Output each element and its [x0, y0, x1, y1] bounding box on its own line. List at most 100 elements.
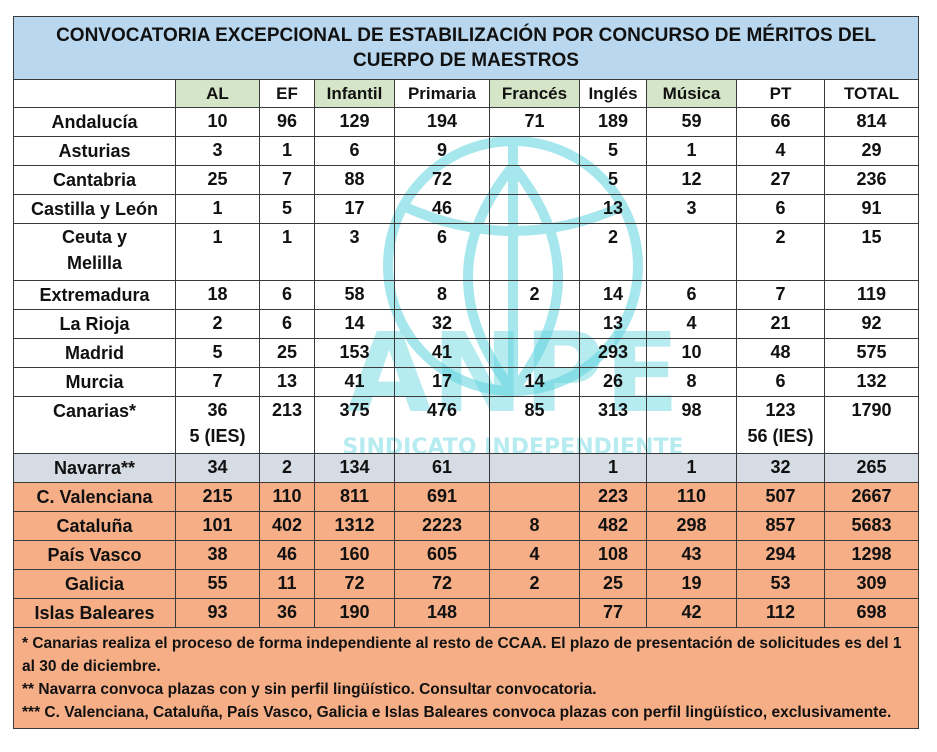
value-text: 3: [212, 140, 223, 160]
value-text: 160: [339, 544, 370, 564]
value-text: 19: [681, 573, 702, 593]
value-cell-francés: [489, 482, 580, 512]
table-row: Murcia 7 13 41 17 14 26 8 6 132: [13, 367, 920, 397]
value-text: 5683: [851, 515, 892, 535]
value-text: 13: [602, 198, 624, 218]
value-text: 5: [607, 140, 618, 160]
region-cell: Murcia: [13, 367, 176, 397]
value-text: 101: [202, 515, 233, 535]
table-row: Galicia 55 11 72 72 2 25 19 53 309: [13, 569, 920, 599]
value-cell-primaria: 17: [394, 367, 490, 397]
value-text: 575: [856, 342, 887, 362]
value-cell-total: 236: [823, 165, 920, 195]
value-cell-francés: [489, 453, 580, 483]
value-cell-ef: 25: [259, 338, 315, 368]
value-text: 14: [524, 371, 545, 391]
value-cell-al: 101: [175, 511, 260, 541]
value-text: 110: [272, 486, 302, 506]
value-cell-primaria: 9: [394, 136, 490, 166]
value-text: 11: [277, 573, 297, 593]
region-cell: Ceuta y Melilla: [13, 223, 176, 281]
value-text: 8: [436, 284, 447, 304]
value-text: 1: [281, 227, 292, 247]
value-cell-inglés: 26: [579, 367, 647, 397]
table-row: Islas Baleares 93 36 190 148 77 42 112 698: [13, 598, 920, 628]
value-cell-al: 7: [175, 367, 260, 397]
value-text: 293: [597, 342, 629, 362]
footnotes: * Canarias realiza el proceso de forma i…: [12, 627, 920, 729]
footnote-2: ** Navarra convoca plazas con y sin perf…: [22, 681, 597, 698]
value-text: 1: [686, 457, 697, 477]
header-infantil: Infantil: [314, 79, 395, 108]
value-text: 32: [431, 313, 453, 333]
value-text: 55: [207, 573, 228, 593]
value-cell-primaria: 72: [394, 165, 490, 195]
value-cell-inglés: 1: [579, 453, 647, 483]
value-text: 9: [436, 140, 447, 160]
value-text: 507: [765, 486, 796, 506]
value-cell-música: 43: [646, 540, 737, 570]
value-cell-inglés: 13: [579, 309, 647, 339]
value-cell-pt: 7: [736, 280, 825, 310]
value-cell-ef: 6: [259, 309, 315, 339]
value-cell-francés: 71: [489, 107, 580, 137]
value-text: 14: [344, 313, 365, 333]
value-text: 41: [431, 342, 453, 362]
value-cell-infantil: 14: [314, 309, 395, 339]
value-text: 93: [207, 602, 228, 622]
value-cell-pt: 507: [736, 482, 825, 512]
value-cell-inglés: 293: [579, 338, 647, 368]
value-cell-primaria: 2223: [394, 511, 490, 541]
value-text: 294: [765, 544, 796, 564]
region-cell: Extremadura: [13, 280, 176, 310]
value-cell-francés: [489, 338, 580, 368]
value-cell-al: 1: [175, 223, 260, 281]
value-cell-pt: 21: [736, 309, 825, 339]
ies-extra-text: 56 (IES): [747, 426, 814, 446]
value-cell-música: 1: [646, 453, 737, 483]
value-text: 476: [426, 400, 458, 420]
value-cell-pt: 66: [736, 107, 825, 137]
value-text: 61: [431, 457, 453, 477]
value-cell-infantil: 129: [314, 107, 395, 137]
value-cell-primaria: 41: [394, 338, 490, 368]
value-cell-francés: [489, 309, 580, 339]
value-text: 17: [431, 371, 453, 391]
value-cell-inglés: 5: [579, 136, 647, 166]
value-text: 29: [861, 140, 882, 160]
value-cell-infantil: 160: [314, 540, 395, 570]
value-text: 92: [861, 313, 882, 333]
value-cell-total: 91: [823, 194, 920, 224]
region-cell: La Rioja: [13, 309, 176, 339]
region-cell: Castilla y León: [13, 194, 176, 224]
value-text: 134: [339, 457, 370, 477]
value-text: 1: [607, 457, 618, 477]
region-cell: Islas Baleares: [13, 598, 176, 628]
value-cell-ef: 6: [259, 280, 315, 310]
table-row: Andalucía 10 96 129 194 71 189 59 66 814: [13, 107, 920, 137]
value-text: 698: [856, 602, 887, 622]
value-cell-francés: 14: [489, 367, 580, 397]
header-ef: EF: [259, 79, 315, 108]
table-row: Madrid 5 25 153 41 293 10 48 575: [13, 338, 920, 368]
table-row: C. Valenciana 215 110 811 691 223 110 507 2667: [13, 482, 920, 512]
value-text: 189: [597, 111, 629, 131]
value-cell-primaria: 32: [394, 309, 490, 339]
header-pt: PT: [736, 79, 825, 108]
value-cell-pt: 4: [736, 136, 825, 166]
value-cell-al: 18: [175, 280, 260, 310]
region-line-2: Melilla: [66, 253, 123, 273]
value-text: 53: [770, 573, 791, 593]
value-cell-francés: 4: [489, 540, 580, 570]
value-cell-pt: 6: [736, 367, 825, 397]
value-cell-primaria: 476: [394, 396, 490, 454]
value-cell-infantil: 88: [314, 165, 395, 195]
value-cell-música: 298: [646, 511, 737, 541]
value-text: 36: [207, 400, 228, 420]
value-text: 3: [686, 198, 697, 218]
value-text: 96: [276, 111, 298, 131]
value-cell-total: 575: [823, 338, 920, 368]
value-text: 1790: [851, 400, 892, 420]
value-cell-infantil: 6: [314, 136, 395, 166]
value-cell-inglés: 482: [579, 511, 647, 541]
